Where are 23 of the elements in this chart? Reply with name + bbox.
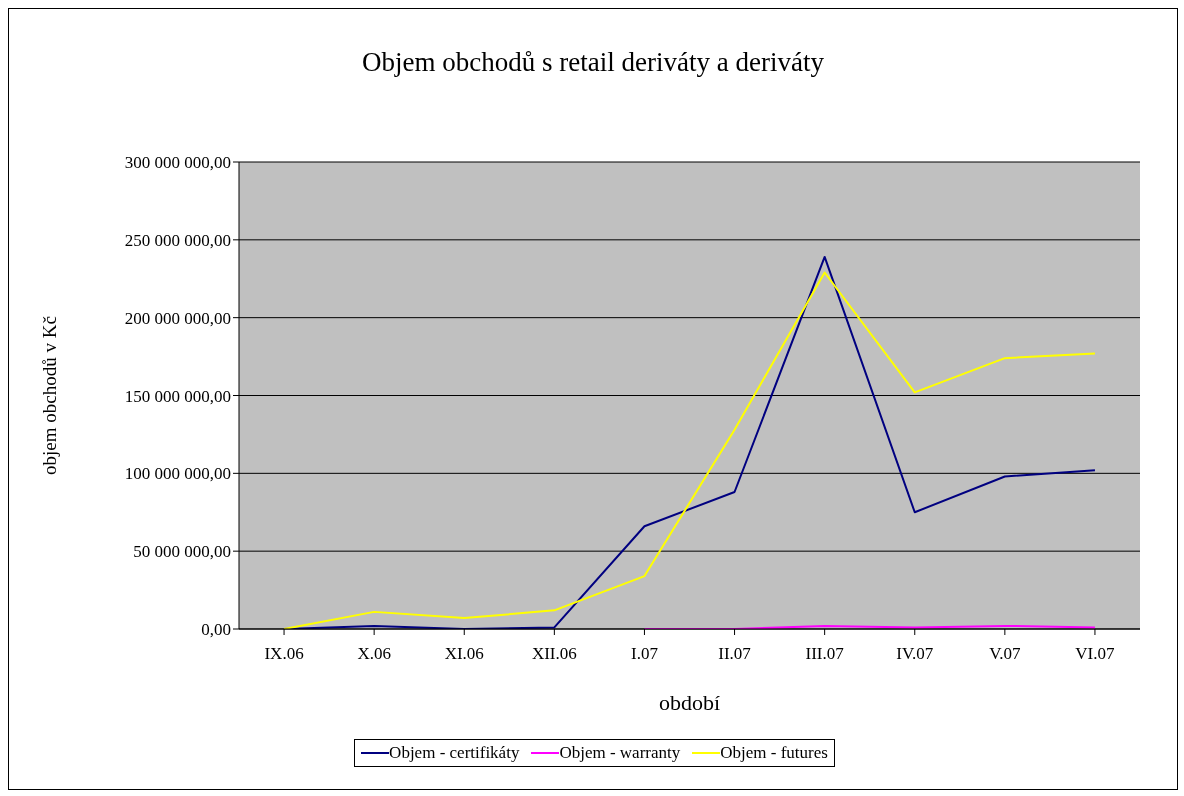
x-tick-label: III.07 — [805, 644, 845, 664]
x-tick-label: X.06 — [357, 644, 391, 664]
y-tick-label: 250 000 000,00 — [124, 230, 231, 250]
x-tick-label: XI.06 — [444, 644, 484, 664]
x-tick-label: II.07 — [718, 644, 752, 664]
x-tick-label: IX.06 — [264, 644, 304, 664]
y-tick-label: 50 000 000,00 — [133, 542, 231, 562]
y-tick-label: 200 000 000,00 — [124, 308, 231, 328]
y-tick-label: 300 000 000,00 — [124, 153, 231, 173]
x-tick-label: VI.07 — [1075, 644, 1116, 664]
y-tick-label: 0,00 — [201, 620, 231, 640]
chart-title: Objem obchodů s retail deriváty a deriváty — [361, 47, 825, 78]
x-axis-title: období — [658, 689, 721, 715]
legend-label: Objem - futures — [720, 743, 828, 763]
y-tick-label: 100 000 000,00 — [124, 464, 231, 484]
x-tick-label: I.07 — [630, 644, 659, 664]
x-tick-label: V.07 — [989, 644, 1022, 664]
x-tick-label: IV.07 — [896, 644, 934, 664]
y-tick-label: 150 000 000,00 — [124, 386, 231, 406]
legend-label: Objem - warranty — [559, 743, 681, 763]
legend-label: Objem - certifikáty — [389, 743, 520, 763]
x-tick-label: XII.06 — [531, 644, 577, 664]
y-axis-title: objem obchodů v Kč — [38, 316, 60, 475]
